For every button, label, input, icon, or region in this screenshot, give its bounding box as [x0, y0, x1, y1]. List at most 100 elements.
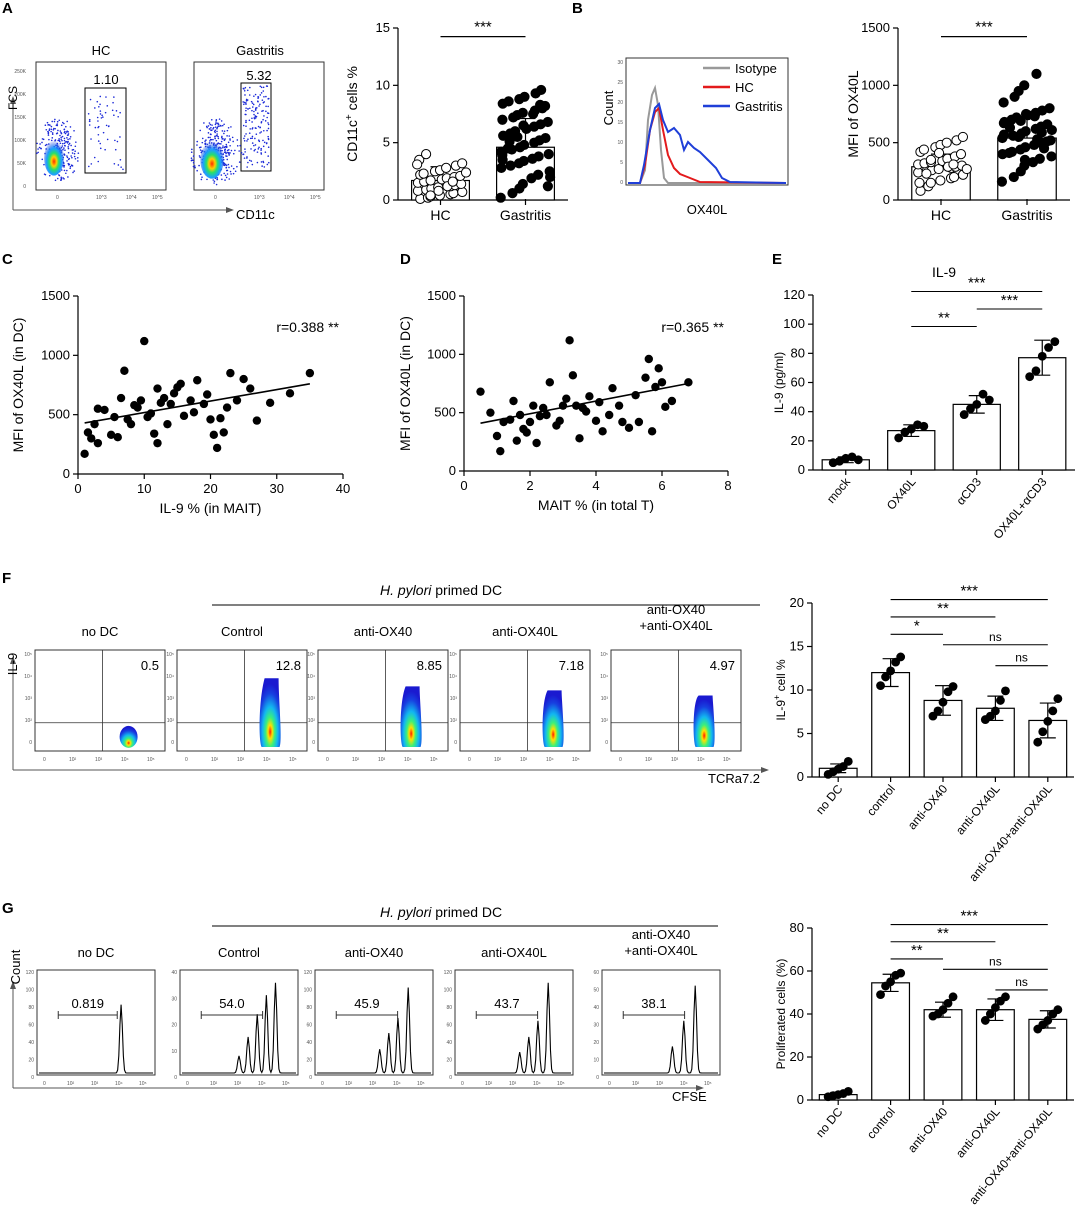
data-point	[544, 171, 556, 183]
flow-f-plot-0	[34, 649, 166, 752]
data-point	[1046, 124, 1057, 136]
flow-dot	[262, 118, 264, 121]
y-tick-label: 50	[593, 988, 599, 994]
data-point	[1020, 142, 1031, 153]
flow-dot	[251, 117, 253, 120]
data-point	[460, 167, 472, 178]
flow-dot	[88, 165, 90, 168]
flow-dot	[223, 139, 226, 142]
y-tick-label: 40	[593, 1005, 599, 1011]
data-point	[843, 756, 853, 766]
flow-f-title-4: +anti-OX40L	[639, 618, 712, 633]
y-label-sup: +	[344, 114, 355, 120]
flow-dot	[230, 149, 233, 152]
flow-f-xlabel: TCRa7.2	[708, 771, 760, 786]
flow-dot	[245, 107, 247, 109]
flow-dot	[225, 152, 227, 155]
y-tick-label: 0	[605, 740, 608, 746]
flow-dot	[216, 133, 218, 135]
flow-dot	[242, 124, 245, 127]
data-point	[608, 383, 617, 393]
flow-dot	[64, 132, 67, 135]
y-tick-label: 10²	[25, 718, 33, 724]
flow-dot	[267, 127, 270, 130]
data-point	[918, 144, 930, 155]
flow-dot	[267, 112, 270, 115]
flow-dot	[262, 145, 265, 148]
flow-dot	[225, 164, 228, 167]
flow-dot	[63, 122, 65, 125]
data-point	[219, 428, 228, 437]
y-tick-label: 10³	[167, 696, 175, 702]
data-point	[921, 168, 932, 179]
data-point	[1034, 153, 1045, 164]
data-point	[959, 410, 969, 419]
flow-dot	[215, 139, 218, 142]
flow-dot	[97, 133, 100, 136]
hist-b-ytick-2: 20	[617, 100, 623, 106]
x-tick-label: 10⁵	[139, 1081, 147, 1087]
x-tick-label: 10⁵	[282, 1081, 290, 1087]
flow-dot	[263, 166, 266, 168]
x-tick-label: 0	[43, 1081, 46, 1087]
data-point	[507, 188, 518, 199]
regression-line	[84, 383, 311, 424]
significance-label: ***	[474, 19, 492, 36]
flow-dot	[251, 142, 254, 144]
flow-a-gate-value-gastritis: 5.32	[246, 68, 271, 83]
flow-dot	[190, 151, 193, 154]
flow-dot	[106, 138, 109, 141]
x-tick-label: 10⁴	[546, 757, 554, 763]
flow-dot	[246, 89, 249, 92]
data-point	[948, 682, 958, 691]
data-point	[1037, 351, 1047, 361]
data-point	[998, 129, 1010, 140]
data-point	[529, 401, 538, 410]
chart-d: 0 500 1000 1500 0 2 4 6 8 MAIT % (in total T) MFI …	[397, 288, 732, 513]
flow-dot	[224, 174, 227, 177]
flow-dot	[224, 164, 226, 166]
y-tick-label: 1000	[41, 347, 70, 362]
y-tick-label: 60	[593, 970, 599, 976]
flow-f-title-1: Control	[221, 624, 263, 639]
y-tick-label: 60	[791, 375, 805, 390]
flow-dot	[100, 117, 103, 119]
flow-dot	[99, 142, 102, 145]
flow-dot	[205, 125, 208, 128]
flow-dot	[252, 103, 255, 106]
y-tick-label: 0	[454, 740, 457, 746]
flow-dot	[227, 126, 230, 129]
flow-dot	[232, 140, 234, 143]
y-tick-label: 0	[449, 463, 456, 478]
data-point	[876, 990, 885, 1000]
y-tick-label: 0	[174, 1075, 177, 1081]
hist-g-value-3: 43.7	[494, 996, 519, 1011]
flow-dot	[265, 105, 267, 108]
data-point	[1053, 1005, 1063, 1015]
flow-dot	[247, 107, 249, 110]
f-header-rest: primed DC	[431, 582, 502, 598]
data-point	[116, 393, 126, 403]
flow-dot	[254, 108, 257, 110]
y-tick-label: 500	[868, 135, 890, 150]
flow-dot	[69, 138, 71, 140]
flow-f-value-2: 8.85	[417, 658, 442, 673]
data-point	[925, 154, 937, 165]
x-tick-label: 10²	[352, 757, 360, 763]
y-tick-label: 0	[309, 1075, 312, 1081]
flow-dot	[51, 120, 54, 123]
data-point	[998, 118, 1009, 129]
flow-dot	[63, 142, 66, 145]
flow-dot	[36, 142, 38, 145]
data-point	[1044, 103, 1055, 114]
flow-dot	[200, 146, 202, 148]
flow-dot	[251, 163, 254, 166]
y-tick-label: 500	[434, 405, 456, 420]
flow-dot	[221, 178, 223, 181]
flow-f-population	[400, 686, 422, 747]
flow-dot	[210, 126, 212, 129]
flow-dot	[260, 147, 262, 150]
flow-dot	[113, 162, 116, 165]
data-point	[1004, 147, 1015, 159]
x-tick-label: 10²	[485, 1081, 493, 1087]
